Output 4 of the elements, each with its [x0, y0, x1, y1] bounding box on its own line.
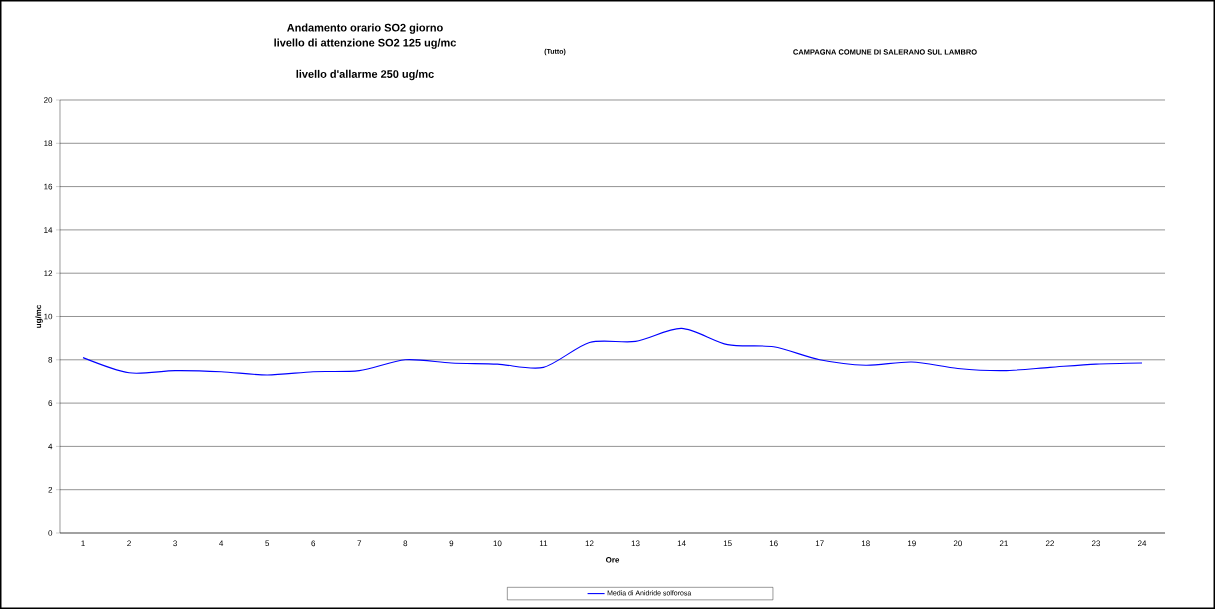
- text: livello d'allarme 250 ug/mc: [296, 69, 434, 81]
- chart-title: Andamento orario SO2 giorno: [287, 23, 443, 34]
- line-series: [82, 327, 1143, 376]
- chart-subtitle: livello di attenzione SO2 125 ug/mc: [274, 38, 457, 49]
